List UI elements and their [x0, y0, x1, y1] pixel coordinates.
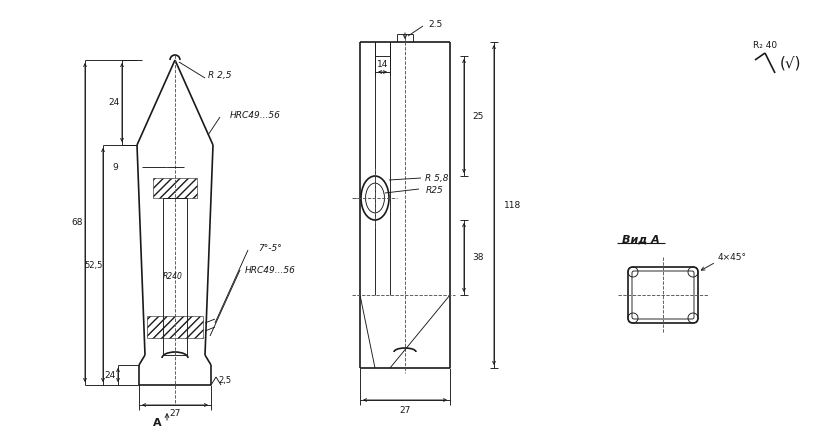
Text: 7°-5°: 7°-5° — [258, 243, 282, 253]
Text: 14: 14 — [377, 59, 388, 69]
Text: R240: R240 — [163, 272, 183, 281]
Text: R 2,5: R 2,5 — [208, 70, 232, 80]
Text: 52,5: 52,5 — [85, 260, 104, 269]
Text: 27: 27 — [399, 406, 411, 414]
Text: 4×45°: 4×45° — [718, 253, 747, 261]
Text: R₂ 40: R₂ 40 — [753, 40, 777, 50]
Text: 2.5: 2.5 — [428, 19, 442, 29]
Text: 38: 38 — [472, 253, 483, 262]
Text: HRC49...56: HRC49...56 — [245, 265, 296, 275]
Text: 118: 118 — [504, 201, 521, 209]
Text: 24: 24 — [104, 370, 115, 379]
Polygon shape — [147, 316, 203, 338]
Text: A: A — [153, 418, 161, 428]
Text: 68: 68 — [71, 218, 83, 227]
Text: 9: 9 — [112, 162, 118, 172]
Text: HRC49...56: HRC49...56 — [230, 110, 281, 120]
Text: R 5,8: R 5,8 — [425, 173, 448, 183]
Text: 27: 27 — [170, 408, 180, 418]
Text: 2,5: 2,5 — [219, 375, 231, 385]
Text: (√): (√) — [780, 55, 802, 70]
Polygon shape — [153, 178, 197, 198]
Text: R25: R25 — [426, 186, 444, 194]
Text: 25: 25 — [472, 111, 483, 121]
Text: Вид А: Вид А — [622, 234, 660, 244]
Text: 24: 24 — [109, 98, 119, 107]
